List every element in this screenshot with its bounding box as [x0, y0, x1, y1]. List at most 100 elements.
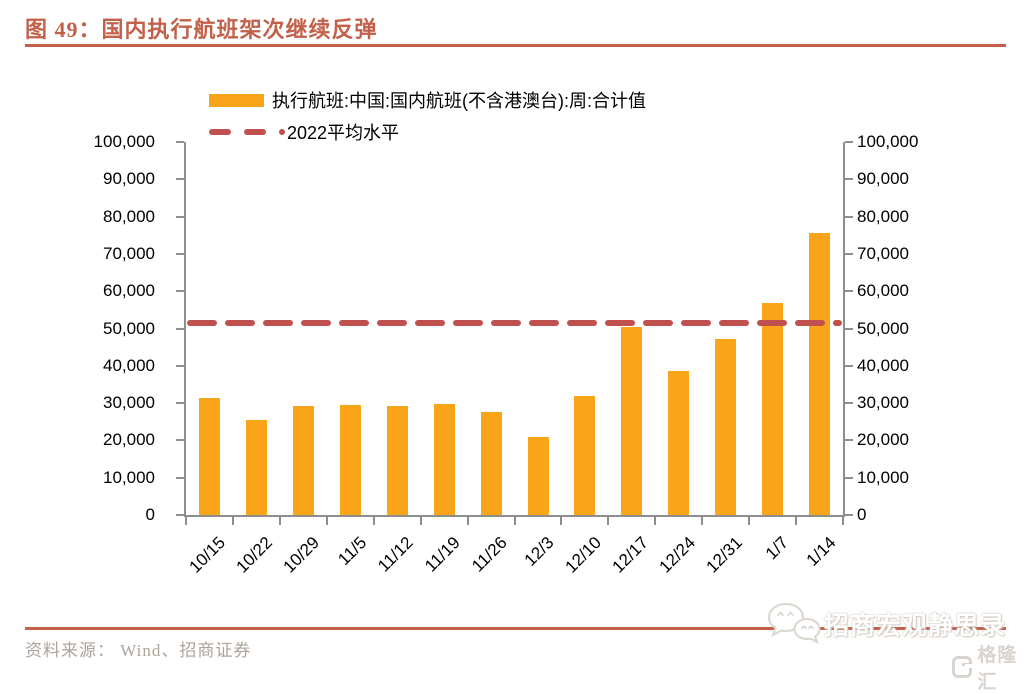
y-tick-right — [845, 327, 853, 330]
x-axis-label: 11/26 — [468, 533, 512, 576]
x-tick — [701, 517, 704, 525]
watermark-text: 招商宏观静思录 — [824, 612, 1007, 640]
x-tick — [560, 517, 563, 525]
y-tick-left — [176, 476, 184, 479]
bar-10/15 — [199, 397, 220, 515]
bar-12/17 — [621, 327, 643, 515]
x-axis-label: 11/19 — [421, 533, 465, 576]
y-tick-left — [176, 178, 184, 181]
x-axis-label: 1/14 — [802, 533, 840, 570]
y-axis-labels-right: 0 10,000 20,000 30,000 40,000 50,000 60,000 70,… — [857, 132, 957, 524]
x-axis-label: 10/22 — [232, 533, 277, 577]
bar-12/10 — [574, 395, 596, 515]
legend-label-flights: 执行航班:中国:国内航班(不含港澳台):周:合计值 — [272, 91, 646, 111]
figure-title-text: 国内执行航班架次继续反弹 — [101, 17, 378, 42]
x-axis — [184, 515, 845, 517]
y-axis-label: 10,000 — [103, 467, 155, 487]
x-tick — [419, 517, 422, 525]
y-axis-label: 0 — [857, 505, 867, 524]
x-tick — [513, 517, 516, 525]
bar-11/19 — [433, 403, 455, 515]
y-axis-label: 80,000 — [857, 206, 909, 226]
x-tick — [654, 517, 657, 525]
watermark: 招商宏观静思录 — [766, 598, 1026, 646]
y-axis-label: 90,000 — [857, 169, 909, 189]
legend-item-flights: 执行航班:中国:国内航班(不含港澳台):周:合计值 — [209, 84, 646, 116]
x-tick — [372, 517, 375, 525]
y-tick-right — [845, 514, 853, 516]
y-axis-label: 30,000 — [857, 393, 909, 413]
legend-item-average: 2022平均水平 — [209, 116, 646, 148]
plot-area — [176, 141, 853, 525]
x-tick — [325, 517, 328, 525]
y-tick-right — [845, 215, 853, 218]
bar-10/29 — [292, 406, 314, 515]
y-axis-label: 10,000 — [857, 467, 909, 487]
x-axis-label: 11/5 — [334, 533, 371, 569]
bar-11/26 — [480, 411, 502, 515]
y-tick-left — [176, 402, 184, 405]
title-divider — [25, 44, 1006, 47]
bar-12/24 — [668, 371, 690, 515]
figure-number: 图 49： — [25, 17, 102, 42]
x-axis-label: 11/12 — [374, 533, 418, 576]
bar-11/5 — [339, 404, 361, 515]
legend-label-average: 2022平均水平 — [287, 123, 400, 143]
y-axis-label: 60,000 — [857, 281, 909, 301]
data-source-text: 资料来源： Wind、招商证券 — [25, 641, 252, 660]
y-tick-left — [176, 252, 184, 255]
y-axis-label: 50,000 — [103, 318, 155, 338]
y-tick-right — [845, 178, 853, 181]
x-axis-label: 10/15 — [185, 533, 230, 577]
x-axis-label: 10/29 — [279, 533, 324, 577]
bar-1/14 — [809, 233, 830, 515]
y-axis-label: 50,000 — [857, 318, 909, 338]
x-tick — [231, 517, 234, 525]
chart-legend: 执行航班:中国:国内航班(不含港澳台):周:合计值 2022平均水平 — [209, 84, 646, 148]
footer-divider — [25, 627, 1006, 630]
y-axis-label: 0 — [145, 505, 155, 524]
y-axis-label: 20,000 — [103, 430, 155, 450]
bar-10/22 — [245, 419, 267, 515]
y-axis-label: 100,000 — [93, 132, 155, 151]
y-tick-right — [845, 402, 853, 405]
y-axis-label: 40,000 — [857, 355, 909, 375]
x-axis-label: 12/10 — [561, 533, 605, 577]
x-tick — [795, 517, 798, 525]
y-axis-right — [843, 142, 845, 517]
y-axis-label: 40,000 — [103, 355, 155, 375]
y-tick-left — [176, 215, 184, 218]
y-axis-label: 30,000 — [103, 393, 155, 413]
gelonghui-g-icon — [952, 656, 973, 678]
bar-12/31 — [715, 338, 737, 515]
y-axis-labels-left: 0 10,000 20,000 30,000 40,000 50,000 60,000 70,… — [58, 132, 155, 524]
x-tick — [466, 517, 469, 525]
bar-1/7 — [762, 303, 784, 515]
y-tick-left — [176, 439, 184, 442]
y-axis-label: 60,000 — [103, 281, 155, 301]
x-axis-label: 12/24 — [655, 533, 699, 577]
y-axis-left — [184, 142, 186, 517]
x-tick — [185, 517, 187, 525]
y-axis-label: 70,000 — [857, 243, 909, 263]
bar-series-swatch — [209, 93, 264, 107]
y-tick-right — [845, 476, 853, 479]
gelonghui-logo: 格隆汇 — [952, 640, 1031, 694]
gelonghui-logo-text: 格隆汇 — [977, 645, 1018, 693]
figure-page: 图 49：国内执行航班架次继续反弹 执行航班:中国:国内航班(不含港澳台):周:… — [25, 17, 1026, 693]
y-axis-label: 100,000 — [857, 132, 919, 151]
bar-12/3 — [527, 437, 549, 515]
y-axis-label: 70,000 — [103, 243, 155, 263]
dashed-line-swatch — [209, 129, 287, 135]
avg-reference-line — [187, 319, 842, 326]
y-tick-right — [845, 290, 853, 293]
x-tick — [748, 517, 751, 525]
y-tick-right — [845, 252, 853, 255]
y-tick-right — [845, 439, 853, 442]
x-axis-label: 1/7 — [762, 533, 793, 564]
x-tick — [842, 517, 844, 525]
y-tick-right — [845, 141, 853, 143]
y-tick-right — [845, 364, 853, 367]
x-axis-labels: 10/15 10/22 10/29 11/5 11/12 11/19 11/26 12/3 12… — [186, 515, 843, 615]
y-tick-left — [176, 364, 184, 367]
